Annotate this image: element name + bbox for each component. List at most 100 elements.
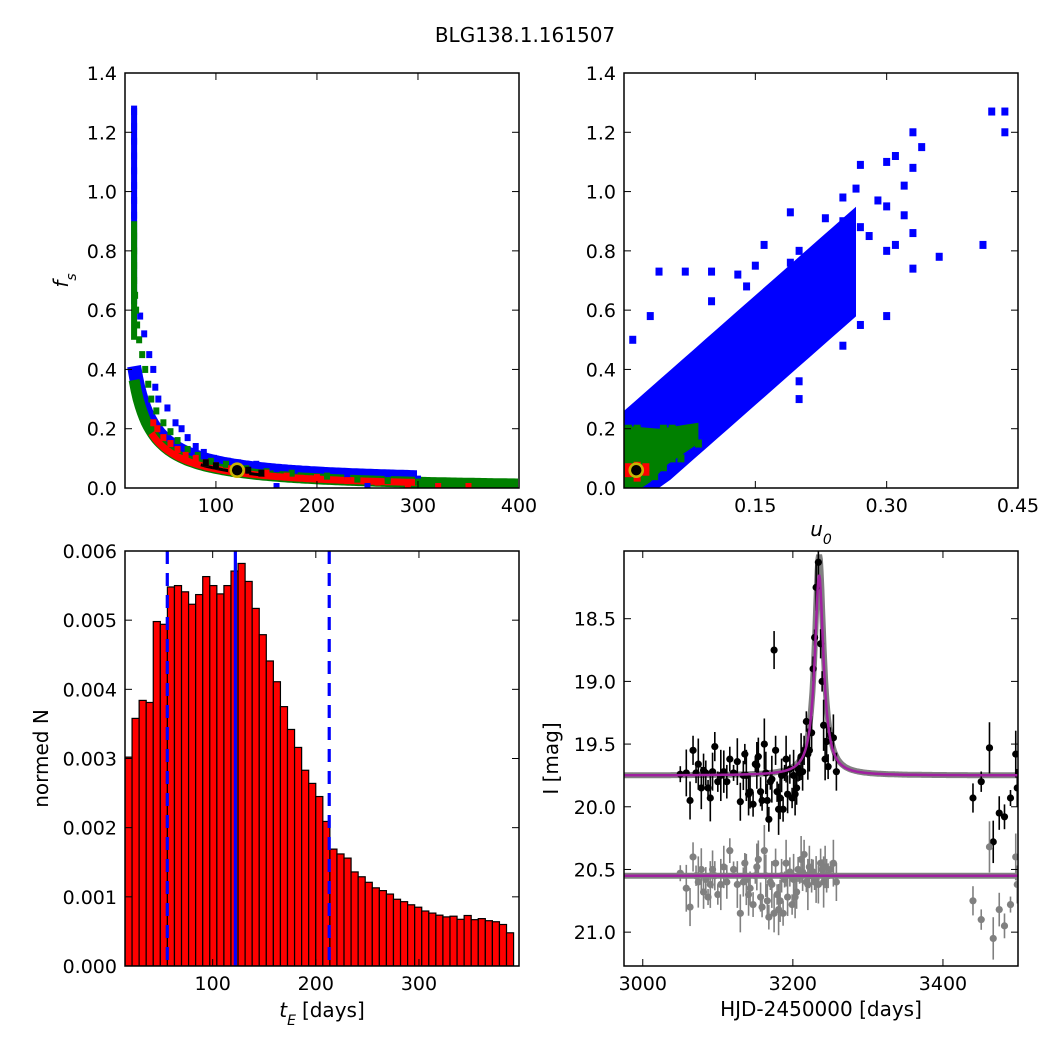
y-tick-label: 19.5 bbox=[574, 734, 616, 756]
heatmap-cell bbox=[344, 477, 351, 485]
histogram-bar bbox=[209, 584, 218, 966]
histogram-bar bbox=[244, 580, 253, 966]
tE_fs-plot-area bbox=[127, 105, 518, 488]
heatmap-cell bbox=[839, 217, 847, 226]
heatmap-cell bbox=[677, 427, 685, 436]
data-point bbox=[802, 717, 810, 726]
data-point bbox=[771, 859, 780, 867]
histogram-bar bbox=[442, 916, 451, 966]
heatmap-cell bbox=[813, 246, 821, 255]
heatmap-cell bbox=[291, 466, 298, 474]
y-tick-label: 0.000 bbox=[63, 956, 117, 978]
y-tick-label: 0.6 bbox=[87, 300, 117, 322]
heatmap-cell bbox=[883, 157, 891, 166]
heatmap-cell bbox=[909, 163, 917, 172]
panel-tE-histogram: 100 200 300 0.000 0.001 0.002 0.003 0.004 0.005 0… bbox=[29, 541, 520, 1029]
data-point bbox=[763, 796, 771, 805]
heatmap-cell bbox=[172, 419, 179, 427]
x-tick-label: 3400 bbox=[919, 973, 967, 995]
histogram-bar bbox=[152, 620, 161, 966]
data-point bbox=[1013, 880, 1018, 889]
heatmap-cell bbox=[192, 454, 199, 462]
histogram-bar bbox=[286, 728, 296, 966]
heatmap-cell bbox=[633, 454, 641, 463]
histogram-bar bbox=[187, 603, 197, 966]
heatmap-cell bbox=[1001, 128, 1009, 137]
heatmap-cell bbox=[374, 478, 381, 486]
data-point bbox=[1012, 853, 1018, 861]
histogram-bars bbox=[125, 562, 515, 966]
data-point bbox=[706, 794, 714, 802]
heatmap-cell bbox=[167, 440, 174, 448]
data-point bbox=[741, 859, 749, 867]
heatmap-cell bbox=[263, 469, 270, 477]
heatmap-cell bbox=[979, 240, 987, 249]
data-point bbox=[756, 893, 765, 901]
heatmap-cell bbox=[133, 306, 140, 314]
heatmap-cell bbox=[192, 443, 199, 450]
heatmap-cell bbox=[283, 472, 290, 480]
heatmap-cell bbox=[223, 460, 230, 468]
y-tick-label: 0.003 bbox=[63, 749, 117, 771]
heatmap-cell bbox=[935, 252, 943, 261]
histogram-bar bbox=[378, 890, 388, 966]
heatmap-cell bbox=[751, 261, 759, 270]
u0-fs-band-outer bbox=[624, 206, 856, 488]
histogram-bar bbox=[357, 876, 366, 966]
heatmap-cell bbox=[624, 448, 632, 457]
best-fit-marker bbox=[628, 462, 645, 479]
heatmap-cell bbox=[865, 232, 873, 241]
heatmap-cell bbox=[145, 380, 152, 388]
heatmap-cell bbox=[883, 202, 891, 211]
heatmap-cell bbox=[918, 143, 926, 152]
heatmap-cell bbox=[167, 428, 174, 436]
data-point bbox=[1012, 750, 1018, 758]
histogram-bar bbox=[223, 584, 232, 966]
photometry-points bbox=[676, 551, 1018, 864]
heatmap-cell bbox=[131, 277, 138, 284]
data-point bbox=[686, 903, 694, 911]
heatmap-cell bbox=[642, 463, 650, 472]
data-point bbox=[770, 646, 778, 654]
heatmap-cell bbox=[651, 430, 659, 439]
heatmap-cell bbox=[708, 297, 716, 306]
heatmap-cell bbox=[245, 466, 252, 474]
heatmap-cell bbox=[153, 407, 160, 415]
data-point bbox=[1000, 922, 1009, 930]
heatmap-cell bbox=[131, 211, 138, 219]
data-point bbox=[977, 778, 985, 786]
heatmap-cell bbox=[182, 451, 189, 459]
y-tick-label: 0.006 bbox=[63, 541, 117, 563]
x-tick-label: 0.15 bbox=[734, 495, 776, 517]
data-point bbox=[989, 934, 997, 943]
data-point bbox=[995, 809, 1003, 817]
y-tick-label: 1.0 bbox=[87, 182, 117, 204]
x-axis-label: HJD-2450000 [days] bbox=[720, 997, 922, 1021]
histogram-bar bbox=[258, 634, 267, 966]
heatmap-cell bbox=[160, 434, 167, 442]
histogram-bar bbox=[251, 607, 260, 966]
heatmap-cell bbox=[624, 469, 632, 478]
heatmap-cell bbox=[852, 184, 860, 193]
heatmap-cell bbox=[178, 425, 185, 433]
data-point bbox=[694, 760, 702, 768]
histogram-bar bbox=[315, 795, 324, 966]
histogram-bar bbox=[498, 923, 508, 966]
histogram-bar bbox=[329, 848, 338, 966]
u0_fs-plot-area bbox=[624, 107, 1009, 488]
data-point bbox=[711, 742, 719, 751]
heatmap-cell bbox=[148, 395, 155, 403]
y-tick-label: 0.8 bbox=[586, 241, 616, 263]
x-tick-label: 300 bbox=[401, 973, 437, 995]
data-point bbox=[682, 884, 690, 892]
histogram-bar bbox=[449, 915, 458, 966]
histogram-bar bbox=[470, 919, 479, 966]
heatmap-cell bbox=[909, 128, 917, 137]
data-point bbox=[702, 875, 710, 884]
lightcurve-frame bbox=[623, 550, 1019, 967]
heatmap-cell bbox=[288, 469, 295, 477]
heatmap-cell bbox=[909, 264, 917, 273]
heatmap-cell bbox=[184, 445, 191, 453]
heatmap-cell bbox=[404, 481, 411, 488]
heatmap-cell bbox=[131, 108, 138, 116]
